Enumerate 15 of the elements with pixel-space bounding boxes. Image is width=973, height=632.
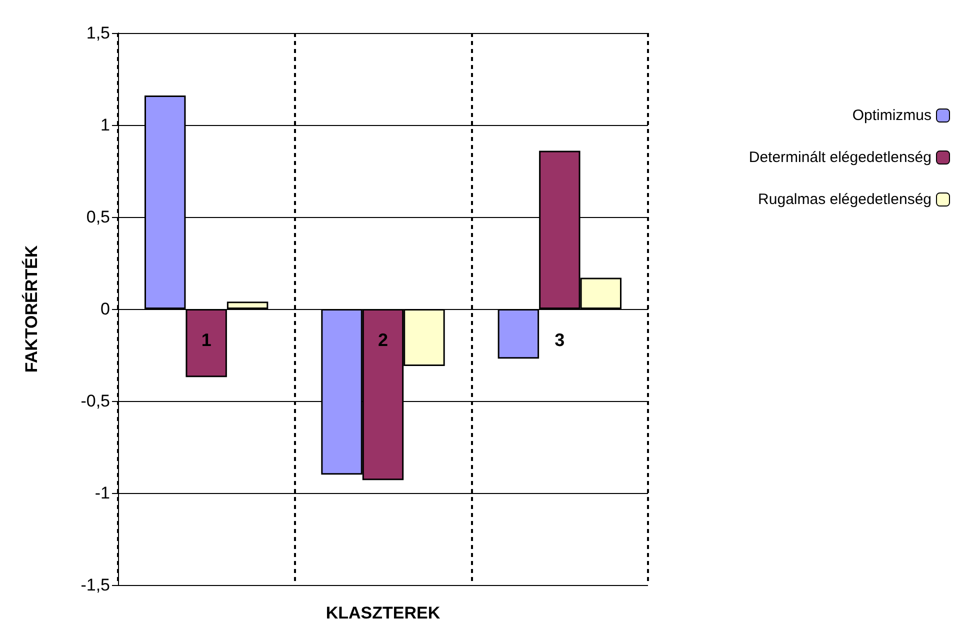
- legend-label: Rugalmas elégedetlenség: [758, 191, 932, 208]
- y-tick-label: 1,5: [86, 24, 110, 42]
- y-tick-label: 0,5: [86, 208, 110, 226]
- x-tick-label: 1: [201, 330, 212, 350]
- y-tick-label: -1: [94, 484, 110, 502]
- x-axis-title: KLASZTEREK: [326, 604, 441, 622]
- y-tick-label: 1: [100, 116, 110, 134]
- y-tick-label: -1,5: [80, 576, 110, 594]
- x-tick-label: 3: [554, 330, 565, 350]
- x-tick-label: 2: [378, 330, 388, 350]
- legend-label: Optimizmus: [852, 107, 932, 124]
- y-tick-label: -0,5: [80, 392, 110, 410]
- legend-label: Determinált elégedetlenség: [748, 149, 932, 166]
- y-tick-label: 0: [100, 300, 110, 318]
- y-axis-title: FAKTORÉRTÉK: [21, 244, 41, 373]
